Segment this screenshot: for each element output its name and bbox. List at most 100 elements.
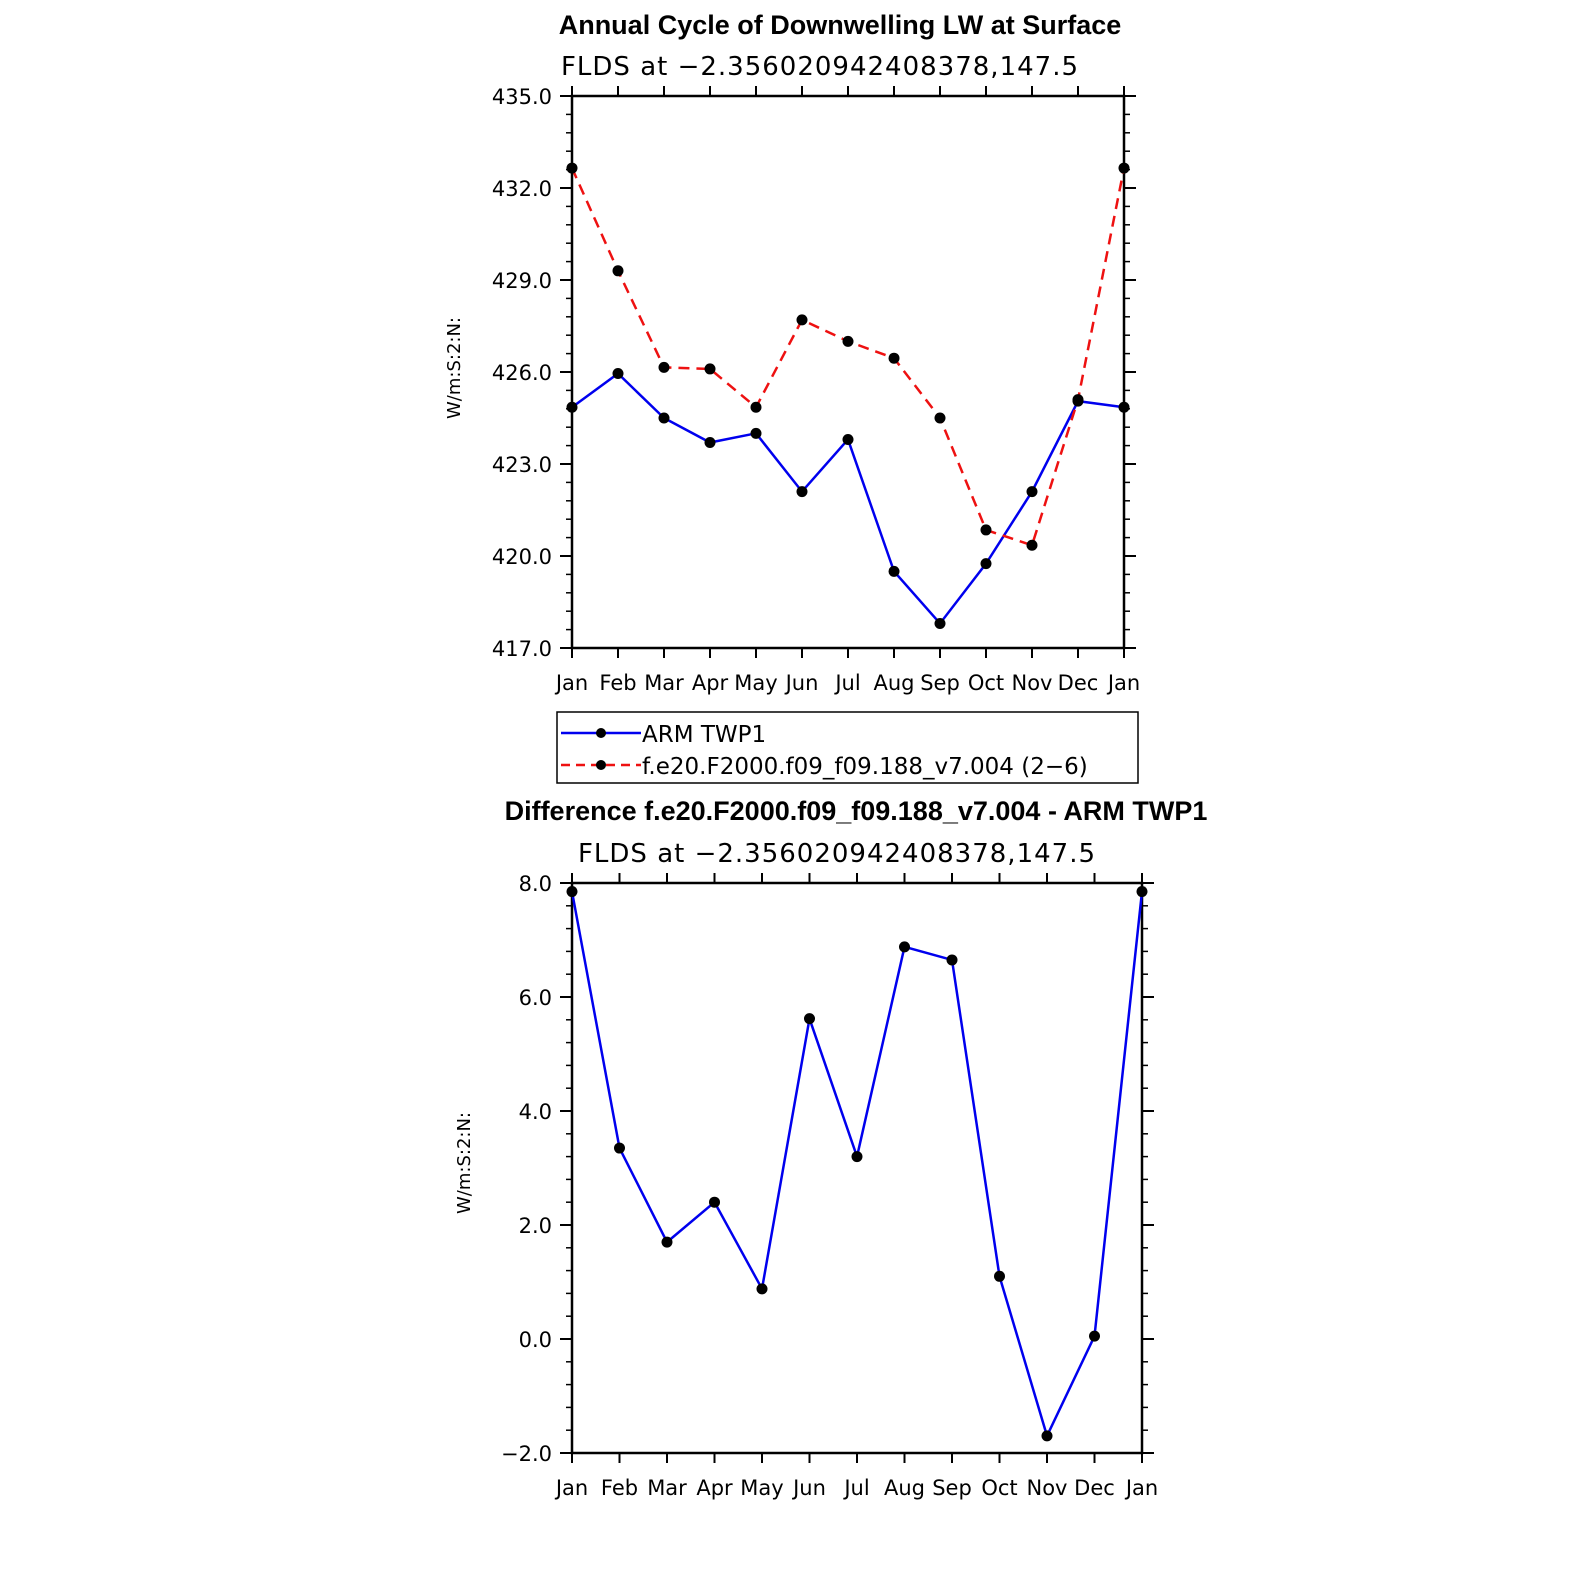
x-tick-label: Sep (932, 1476, 972, 1500)
x-tick-label: Feb (601, 1476, 638, 1500)
y-tick-label: 8.0 (519, 872, 552, 896)
data-point (1026, 539, 1038, 551)
series-layer (566, 162, 1130, 629)
chart-title: Annual Cycle of Downwelling LW at Surfac… (559, 10, 1122, 40)
data-point (750, 427, 762, 439)
legend-label-arm: ARM TWP1 (642, 722, 766, 748)
data-point (566, 162, 578, 174)
x-tick-label: Sep (920, 671, 960, 695)
data-point (980, 524, 992, 536)
data-point (1072, 394, 1084, 406)
x-tick-label: Apr (692, 671, 729, 695)
data-point (704, 437, 716, 449)
chart-title: Difference f.e20.F2000.f09_f09.188_v7.00… (505, 796, 1208, 826)
data-point (842, 433, 854, 445)
y-tick-label: 2.0 (519, 1214, 552, 1238)
y-tick-label: 6.0 (519, 986, 552, 1010)
y-tick-label: 0.0 (519, 1328, 552, 1352)
legend-marker-model (596, 760, 606, 770)
x-tick-label: Mar (647, 1476, 687, 1500)
axes: Jan Feb Mar Apr May Jun Jul Aug Sep Oct Nov Dec Jan4… (492, 85, 1140, 695)
data-point (658, 412, 670, 424)
y-tick-label: −2.0 (501, 1442, 552, 1466)
plot-frame (570, 94, 1126, 650)
x-tick-label: Dec (1058, 671, 1099, 695)
data-point (1026, 486, 1038, 498)
x-tick-label: Aug (873, 671, 914, 695)
x-tick-label: Jun (791, 1476, 826, 1500)
x-tick-label: May (740, 1476, 783, 1500)
x-tick-label: Jan (554, 671, 588, 695)
data-point (756, 1283, 768, 1295)
data-point (709, 1196, 720, 1208)
data-point (661, 1236, 673, 1248)
x-tick-label: May (734, 671, 777, 695)
data-point (658, 361, 670, 373)
data-point (566, 401, 578, 413)
data-point (851, 1151, 863, 1163)
plot-frame (570, 881, 1144, 1455)
series-line (570, 891, 1144, 1440)
data-point (804, 1013, 815, 1025)
x-tick-label: Jun (784, 671, 819, 695)
data-point (614, 1142, 625, 1154)
data-point (612, 265, 624, 277)
x-tick-label: Oct (981, 1476, 1017, 1500)
y-axis-label: W/m:S:2:N: (454, 1112, 475, 1214)
y-tick-label: 417.0 (492, 637, 552, 661)
x-tick-label: Jan (1106, 671, 1140, 695)
x-tick-label: Aug (884, 1476, 925, 1500)
y-tick-label: 432.0 (492, 177, 552, 201)
data-point (612, 368, 624, 380)
chart-subtitle: FLDS at −2.356020942408378,147.5 (561, 52, 1079, 82)
data-point (934, 617, 946, 629)
data-point (796, 486, 808, 498)
y-tick-label: 423.0 (492, 453, 552, 477)
x-tick-label: Jul (842, 1476, 869, 1500)
y-tick-label: 426.0 (492, 361, 552, 385)
x-tick-label: Mar (644, 671, 684, 695)
data-point (1041, 1430, 1053, 1442)
data-point (796, 314, 808, 326)
data-point (1118, 162, 1130, 174)
x-tick-label: Jul (833, 671, 860, 695)
y-tick-label: 420.0 (492, 545, 552, 569)
y-axis-label: W/m:S:2:N: (444, 317, 465, 419)
series-line (571, 371, 1125, 626)
axes: Jan Feb Mar Apr May Jun Jul Aug Sep Oct Nov Dec Jan−… (501, 872, 1158, 1500)
data-point (842, 335, 854, 347)
data-point (1118, 401, 1130, 413)
data-point (566, 886, 578, 898)
x-tick-label: Nov (1012, 671, 1053, 695)
data-point (980, 558, 992, 570)
data-point (1089, 1330, 1100, 1342)
data-point (888, 352, 900, 364)
x-tick-label: Jan (1124, 1476, 1158, 1500)
data-point (888, 565, 900, 577)
legend-box (556, 711, 1139, 784)
difference-panel: Difference f.e20.F2000.f09_f09.188_v7.00… (454, 796, 1207, 1500)
chart-subtitle: FLDS at −2.356020942408378,147.5 (578, 839, 1096, 869)
legend: ARM TWP1 f.e20.F2000.f09_f09.188_v7.004 … (556, 711, 1139, 784)
data-point (899, 941, 910, 953)
x-tick-label: Nov (1027, 1476, 1068, 1500)
x-tick-label: Jan (554, 1476, 588, 1500)
x-tick-label: Apr (696, 1476, 733, 1500)
legend-marker-arm (596, 728, 606, 738)
x-tick-label: Oct (968, 671, 1004, 695)
y-tick-label: 429.0 (492, 269, 552, 293)
data-point (994, 1270, 1005, 1282)
y-tick-label: 4.0 (519, 1100, 552, 1124)
data-point (704, 363, 716, 375)
data-point (750, 401, 762, 413)
x-tick-label: Dec (1074, 1476, 1115, 1500)
annual-cycle-panel: Annual Cycle of Downwelling LW at Surfac… (444, 10, 1140, 695)
series-layer (566, 886, 1148, 1442)
data-point (934, 412, 946, 424)
data-point (1136, 886, 1148, 898)
series-line (570, 167, 1126, 547)
x-tick-label: Feb (599, 671, 636, 695)
data-point (946, 954, 958, 966)
y-tick-label: 435.0 (492, 85, 552, 109)
